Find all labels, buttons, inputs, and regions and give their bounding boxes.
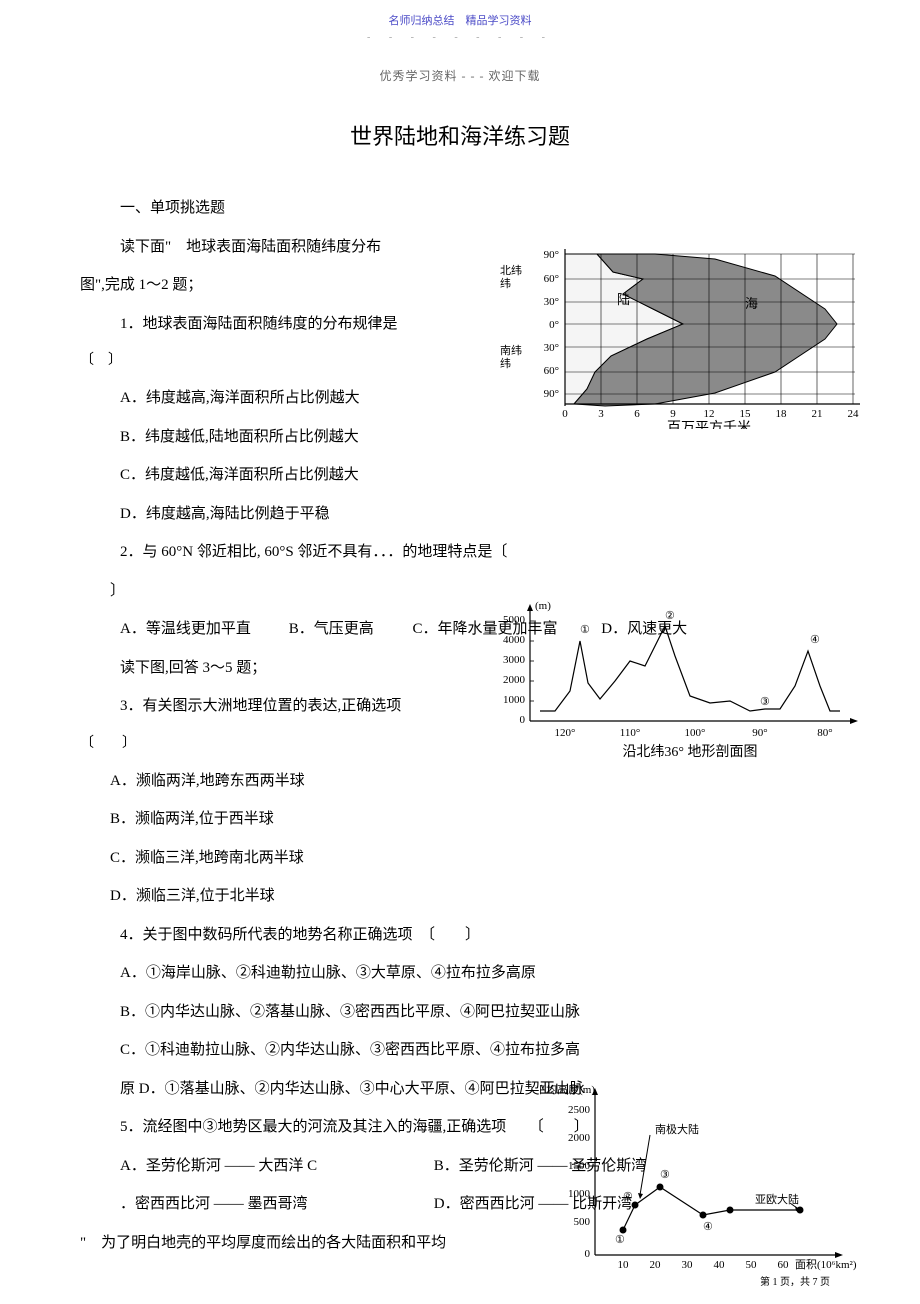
svg-text:4000: 4000: [503, 634, 526, 646]
page-number: 第 1 页，共 7 页: [760, 1273, 830, 1288]
svg-text:南纬: 南纬: [500, 344, 522, 357]
q5-opt-a: A．圣劳伦斯河 —— 大西洋 C: [120, 1149, 430, 1184]
svg-text:0: 0: [585, 1248, 591, 1260]
svg-text:15: 15: [740, 408, 752, 420]
svg-text:24: 24: [848, 408, 860, 420]
chart-2-profile: (m) 5000 4000 3000 2000 1000 0 120° 110°…: [490, 601, 860, 776]
q1-opt-d: D．纬度越高,海陆比例趋于平稳: [60, 497, 860, 532]
svg-text:0: 0: [520, 714, 526, 726]
svg-text:②: ②: [665, 610, 675, 622]
svg-text:120°: 120°: [555, 727, 576, 739]
svg-text:50: 50: [746, 1259, 758, 1271]
q5-opt-c: ．密西西比河 —— 墨西哥湾: [120, 1187, 430, 1222]
svg-text:0°: 0°: [549, 319, 559, 331]
svg-text:12: 12: [704, 408, 715, 420]
svg-text:30°: 30°: [544, 342, 559, 354]
q2-opt-a: A．等温线更加平直: [120, 612, 285, 647]
svg-text:90°: 90°: [544, 388, 559, 400]
content-body: 一、单项挑选题 读下面" 地球表面海陆面积随纬度分布 图",完成 1～2 题； …: [0, 151, 920, 1260]
svg-text:500: 500: [574, 1216, 591, 1228]
q3-opt-d: D．濒临三洋,位于北半球: [60, 879, 860, 914]
svg-text:①: ①: [615, 1234, 625, 1246]
svg-text:30: 30: [682, 1259, 694, 1271]
svg-text:亚欧大陆: 亚欧大陆: [755, 1192, 799, 1206]
header-tag: 名师归纳总结 精品学习资料: [0, 0, 920, 28]
svg-text:1000: 1000: [568, 1188, 591, 1200]
svg-text:9: 9: [670, 408, 676, 420]
svg-text:3: 3: [598, 408, 604, 420]
q3-opt-b: B．濒临两洋,位于西半球: [60, 802, 860, 837]
svg-text:21: 21: [812, 408, 823, 420]
q2-stem: 2．与 60°N 邻近相比, 60°S 邻近不具有．．．的地理特点是〔: [60, 535, 860, 570]
q4-opt-b: B．①内华达山脉、②落基山脉、③密西西比平原、④阿巴拉契亚山脉: [60, 995, 860, 1030]
svg-text:0: 0: [562, 408, 568, 420]
svg-text:60: 60: [778, 1259, 790, 1271]
svg-text:20: 20: [650, 1259, 662, 1271]
svg-text:1000: 1000: [503, 694, 526, 706]
svg-text:80°: 80°: [817, 727, 832, 739]
svg-text:60°: 60°: [544, 273, 559, 285]
svg-text:北纬: 北纬: [500, 264, 522, 277]
svg-text:90°: 90°: [752, 727, 767, 739]
chart-3-crust: 平均高度(m) 2500 2000 1500 1000 500 0 10 20 …: [540, 1085, 860, 1275]
svg-text:1500: 1500: [568, 1160, 591, 1172]
svg-text:平均高度(m): 平均高度(m): [540, 1085, 595, 1096]
svg-text:3000: 3000: [503, 654, 526, 666]
svg-text:6: 6: [634, 408, 640, 420]
svg-text:②: ②: [623, 1191, 633, 1203]
section-1-title: 一、单项挑选题: [60, 191, 860, 226]
q4-opt-c: C．①科迪勒拉山脉、②内华达山脉、③密西西比平原、④拉布拉多高: [60, 1033, 860, 1068]
svg-text:④: ④: [810, 634, 820, 646]
svg-text:纬: 纬: [500, 277, 511, 290]
svg-text:40: 40: [714, 1259, 726, 1271]
svg-text:110°: 110°: [620, 727, 641, 739]
q1-opt-c: C．纬度越低,海洋面积所占比例越大: [60, 458, 860, 493]
svg-text:沿北纬36° 地形剖面图: 沿北纬36° 地形剖面图: [622, 744, 757, 760]
svg-text:海: 海: [745, 296, 758, 311]
q4-opt-a: A．①海岸山脉、②科迪勒拉山脉、③大草原、④拉布拉多高原: [60, 956, 860, 991]
svg-text:30°: 30°: [544, 296, 559, 308]
svg-text:纬: 纬: [500, 357, 511, 370]
header-dashes: - - - - - - - - -: [0, 32, 920, 43]
svg-text:60°: 60°: [544, 365, 559, 377]
svg-text:18: 18: [776, 408, 788, 420]
svg-text:(m): (m): [535, 601, 551, 612]
svg-text:2500: 2500: [568, 1104, 591, 1116]
svg-text:③: ③: [760, 696, 770, 708]
page-title: 世界陆地和海洋练习题: [0, 119, 920, 151]
q2-opt-b: B．气压更高: [289, 612, 409, 647]
svg-text:面积(10⁶km²): 面积(10⁶km²): [795, 1258, 857, 1271]
svg-text:100°: 100°: [685, 727, 706, 739]
svg-text:10: 10: [618, 1259, 630, 1271]
q4-stem: 4．关于图中数码所代表的地势名称正确选项 〔 〕: [60, 918, 860, 953]
chart-1-sealand: 90° 60° 30° 0° 30° 60° 90° 0 3 6 9 12 15…: [490, 239, 860, 429]
svg-text:百万平方千米: 百万平方千米: [667, 420, 751, 429]
svg-text:2000: 2000: [568, 1132, 591, 1144]
svg-text:①: ①: [580, 624, 590, 636]
header-sub: 优秀学习资料 - - - 欢迎下载: [0, 67, 920, 84]
q3-opt-c: C．濒临三洋,地跨南北两半球: [60, 841, 860, 876]
svg-text:④: ④: [703, 1221, 713, 1233]
svg-text:陆: 陆: [617, 292, 630, 307]
svg-text:2000: 2000: [503, 674, 526, 686]
svg-text:南极大陆: 南极大陆: [655, 1122, 699, 1136]
svg-text:5000: 5000: [503, 614, 526, 626]
svg-text:90°: 90°: [544, 249, 559, 261]
svg-text:③: ③: [660, 1169, 670, 1181]
